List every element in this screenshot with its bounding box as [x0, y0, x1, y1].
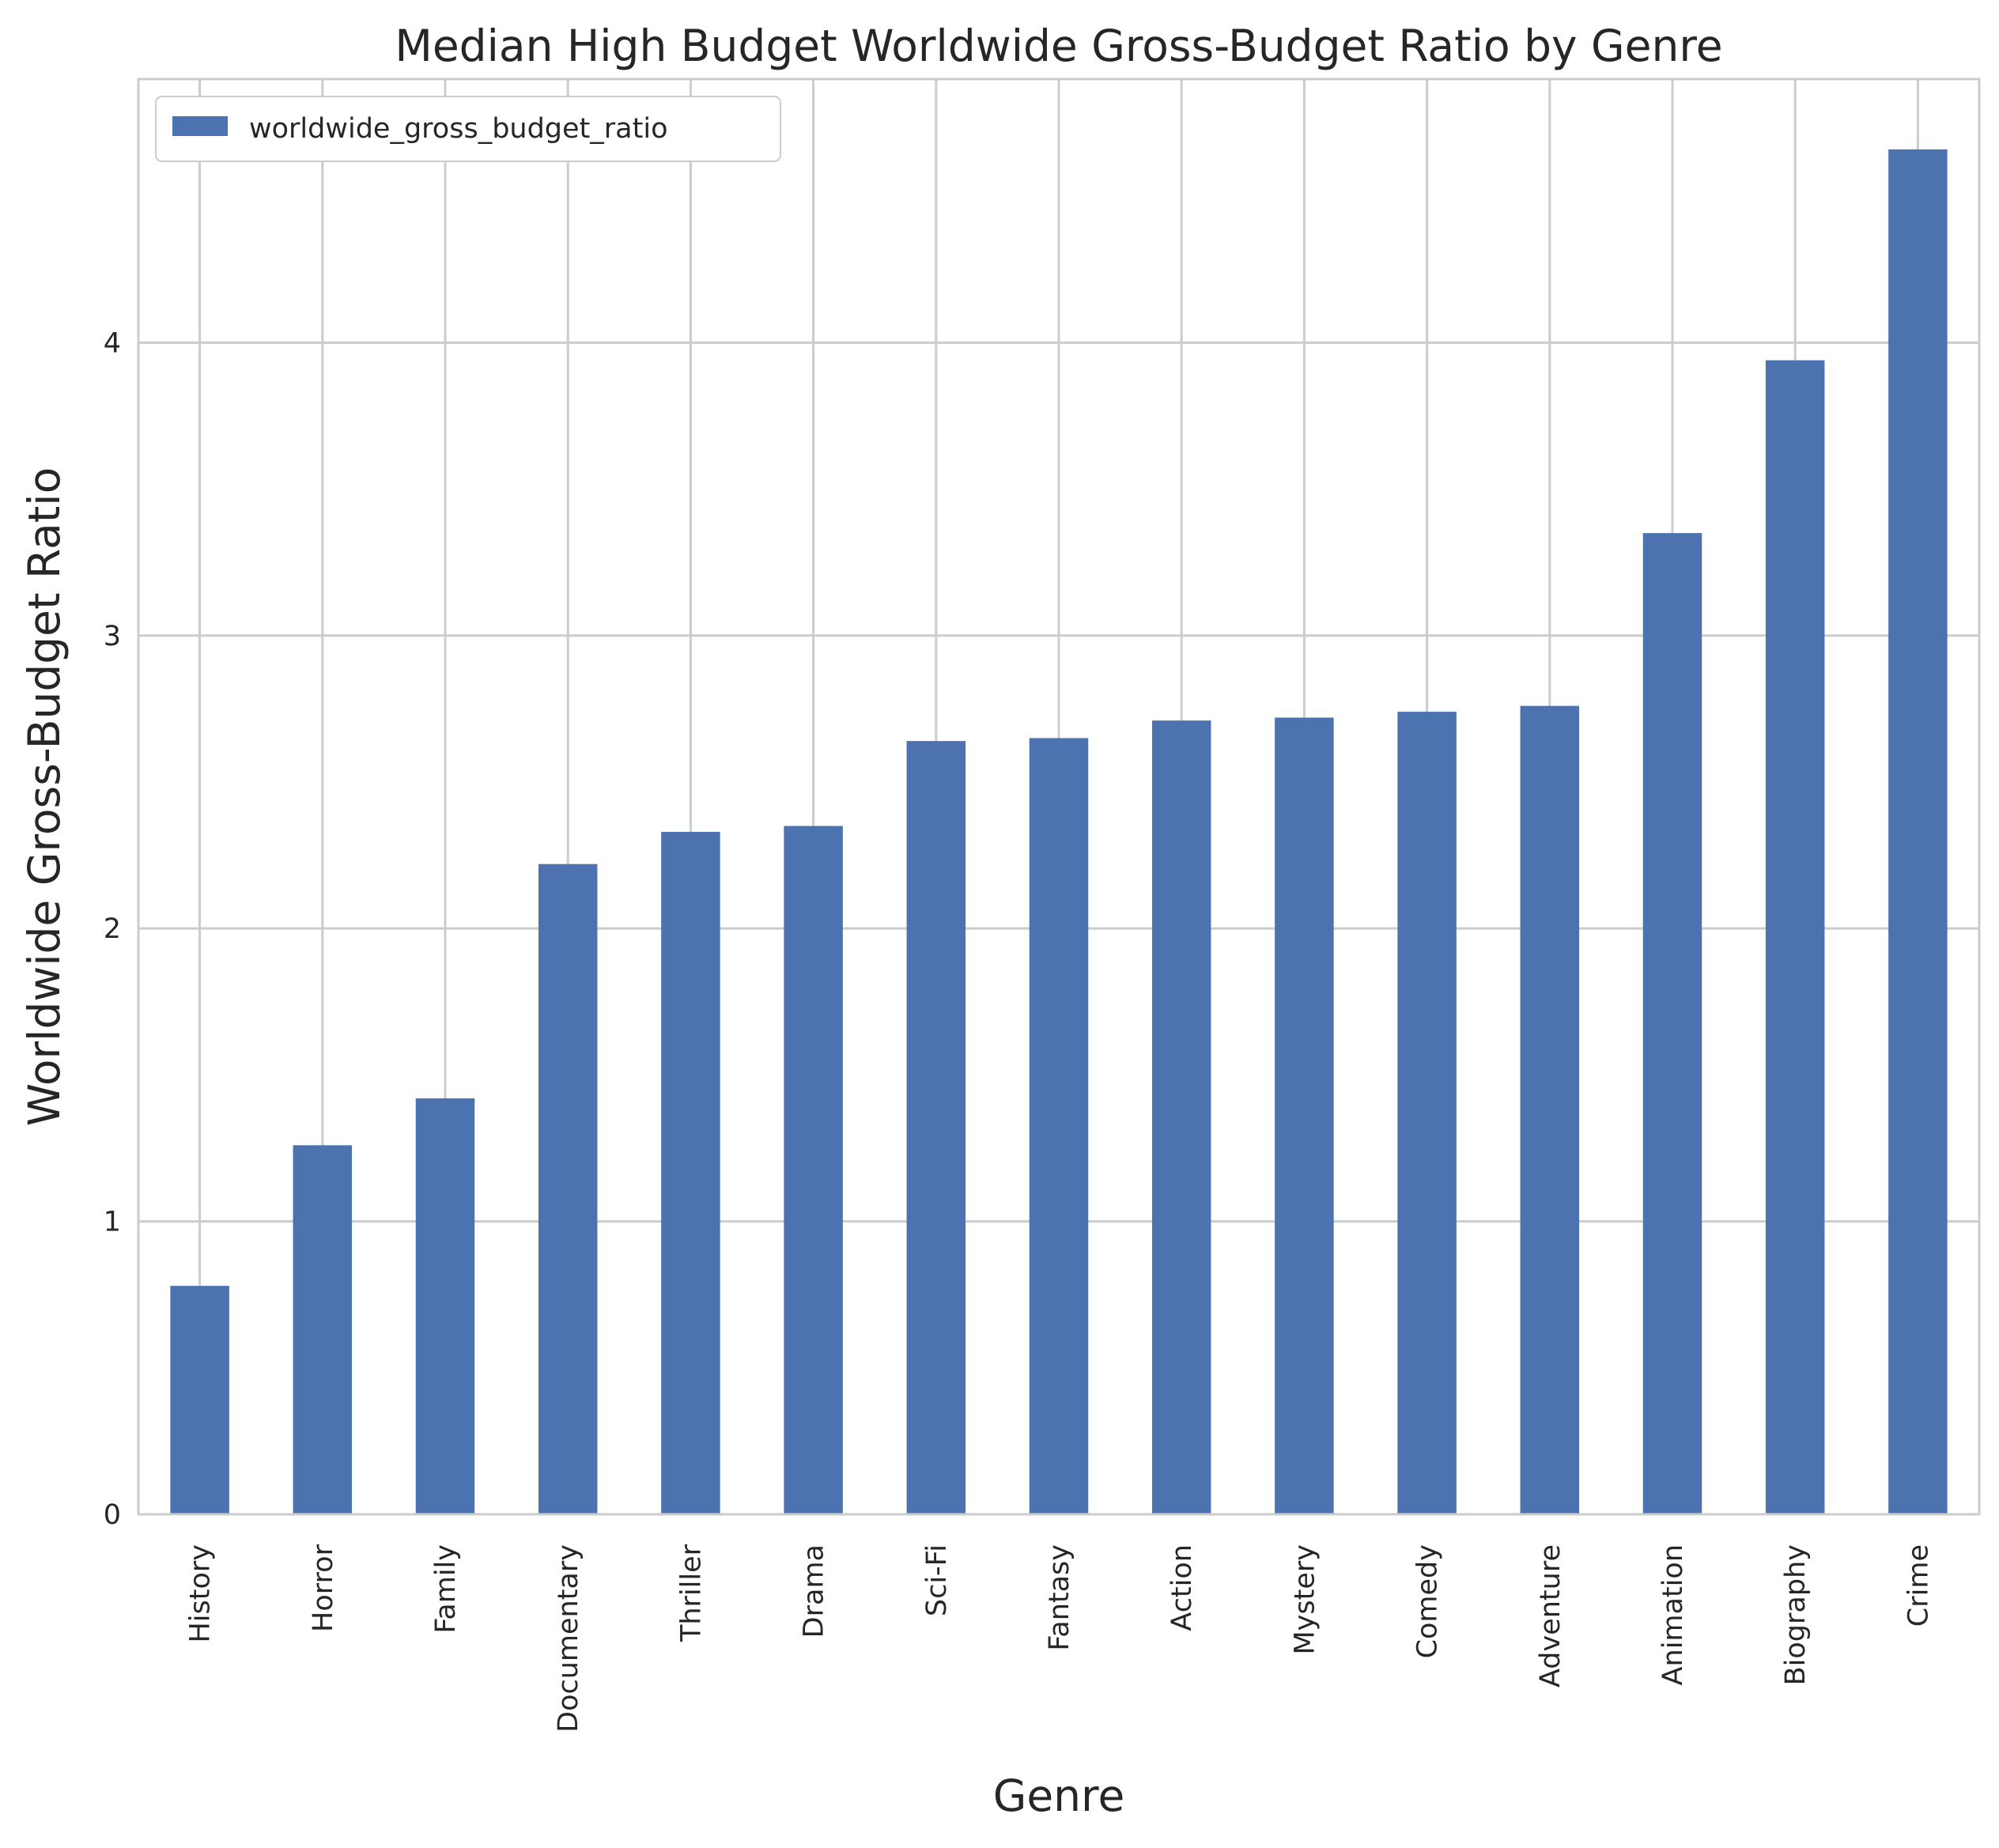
- x-tick-label: Sci-Fi: [921, 1544, 953, 1616]
- x-tick-label: Animation: [1657, 1544, 1689, 1685]
- x-tick-label: Action: [1166, 1544, 1198, 1631]
- x-tick-label: Biography: [1780, 1544, 1812, 1685]
- bar: [906, 741, 966, 1514]
- legend-box: [155, 96, 781, 162]
- x-tick-label: Adventure: [1535, 1544, 1566, 1687]
- bar: [1520, 705, 1580, 1514]
- bar: [1765, 360, 1825, 1515]
- x-axis-label: Genre: [993, 1771, 1125, 1821]
- bars: [170, 149, 1948, 1515]
- y-tick-label: 0: [104, 1499, 121, 1531]
- x-tick-label: History: [185, 1544, 217, 1643]
- x-tick-label: Crime: [1903, 1544, 1934, 1627]
- y-tick-label: 1: [104, 1207, 121, 1238]
- bar: [1642, 533, 1702, 1515]
- x-tick-labels: History Horror Family Documentary Thriller Dr…: [185, 1544, 1935, 1732]
- y-tick-label: 2: [104, 913, 121, 945]
- bar: [784, 826, 843, 1514]
- bar: [170, 1286, 229, 1514]
- y-tick-label: 4: [104, 327, 121, 359]
- bar: [1888, 149, 1948, 1515]
- legend-label: worldwide_gross_budget_ratio: [249, 113, 667, 145]
- bar: [415, 1098, 475, 1514]
- x-tick-label: Documentary: [553, 1544, 584, 1733]
- y-axis-label: Worldwide Gross-Budget Ratio: [19, 467, 70, 1127]
- x-tick-label: Horror: [308, 1544, 339, 1632]
- legend-swatch: [172, 116, 228, 136]
- bar: [1397, 712, 1457, 1514]
- x-tick-label: Drama: [799, 1544, 830, 1638]
- x-tick-label: Thriller: [675, 1544, 707, 1642]
- bar: [1275, 717, 1334, 1514]
- bar: [661, 831, 720, 1514]
- bar: [1029, 738, 1089, 1514]
- x-tick-label: Mystery: [1289, 1544, 1321, 1655]
- chart-title: Median High Budget Worldwide Gross-Budge…: [395, 21, 1722, 71]
- y-tick-labels: 0 1 2 3 4: [104, 327, 121, 1531]
- plot-frame: [137, 77, 1981, 1516]
- x-tick-label: Family: [430, 1544, 462, 1634]
- x-tick-label: Fantasy: [1044, 1544, 1075, 1651]
- bar: [293, 1145, 353, 1514]
- legend: worldwide_gross_budget_ratio: [155, 96, 781, 162]
- y-tick-label: 3: [104, 621, 121, 652]
- x-tick-label: Comedy: [1412, 1544, 1444, 1658]
- bar: [1151, 720, 1211, 1514]
- bar: [538, 864, 598, 1514]
